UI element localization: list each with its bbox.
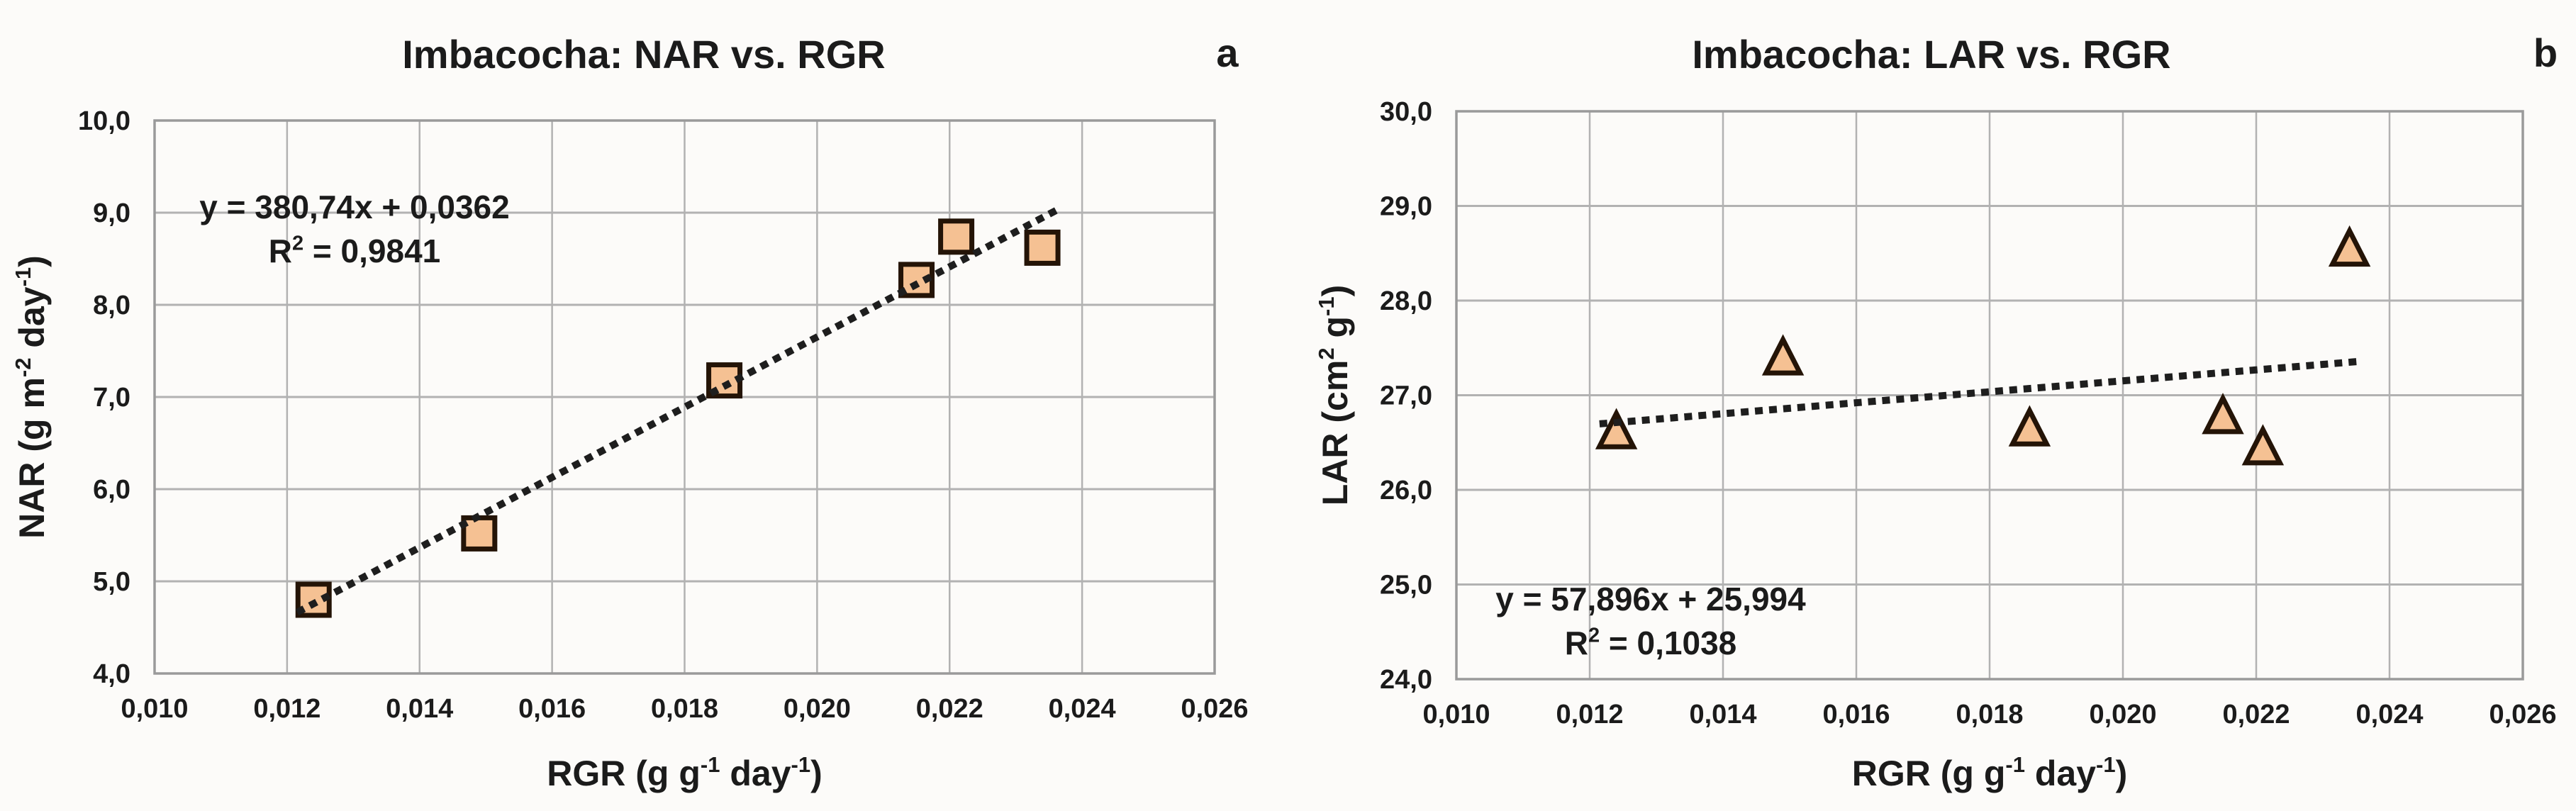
y-tick-label: 26,0 xyxy=(1380,476,1432,505)
data-point-triangle xyxy=(2241,424,2285,466)
trend-r-squared: R2 = 0,1038 xyxy=(1565,625,1737,661)
y-tick-label: 4,0 xyxy=(93,659,130,689)
data-point-square xyxy=(461,515,498,552)
x-tick-label: 0,022 xyxy=(916,694,983,724)
panel-letter: b xyxy=(2533,30,2558,75)
lar-vs-rgr-chart: 30,0 29,0 28,0 27,0 26,0 25,0 24,0 0,010 0,012 0,… xyxy=(1314,30,2558,793)
x-tick-label: 0,026 xyxy=(1181,694,1248,724)
data-point-triangle xyxy=(2008,405,2051,447)
y-tick-label: 25,0 xyxy=(1380,571,1432,600)
x-tick-label: 0,018 xyxy=(1956,700,2023,729)
x-tick-label: 0,010 xyxy=(121,694,188,724)
x-tick-label: 0,016 xyxy=(518,694,586,724)
chart-panel-a: 10,0 9,0 8,0 7,0 6,0 5,0 4,0 0,010 0,012 0,014 0,0… xyxy=(11,30,1249,793)
y-axis-label: NAR (g m-2 day-1) xyxy=(11,255,52,539)
plot-area: 10,0 9,0 8,0 7,0 6,0 5,0 4,0 0,010 0,012 0,014 0,0… xyxy=(11,106,1249,793)
data-point-triangle xyxy=(1761,334,1805,376)
panel-letter: a xyxy=(1216,30,1239,75)
x-tick-label: 0,020 xyxy=(784,694,851,724)
x-tick-label: 0,016 xyxy=(1822,700,1890,729)
plot-border xyxy=(153,119,1216,675)
x-tick-label: 0,014 xyxy=(386,694,453,724)
plot-border xyxy=(1455,110,2524,681)
data-point-square xyxy=(938,218,975,255)
plot-area: 30,0 29,0 28,0 27,0 26,0 25,0 24,0 0,010 0,012 0,… xyxy=(1314,97,2557,793)
x-tick-label: 0,020 xyxy=(2089,700,2156,729)
data-point-triangle xyxy=(1595,408,1638,449)
trendline-dotted xyxy=(295,206,1061,616)
y-tick-label: 7,0 xyxy=(93,383,130,413)
y-axis-label: LAR (cm2 g-1) xyxy=(1314,285,1355,506)
y-tick-label: 28,0 xyxy=(1380,286,1432,316)
trend-equation: y = 380,74x + 0,0362 xyxy=(199,189,509,225)
chart-title: Imbacocha: LAR vs. RGR xyxy=(1692,32,2170,77)
x-tick-label: 0,024 xyxy=(2355,700,2423,729)
y-tick-label: 24,0 xyxy=(1380,665,1432,695)
data-point-triangle xyxy=(2328,225,2371,267)
y-tick-label: 10,0 xyxy=(78,106,130,136)
y-tick-label: 27,0 xyxy=(1380,381,1432,411)
trendline-dotted xyxy=(1599,357,2367,427)
data-point-triangle xyxy=(2202,393,2244,435)
y-tick-label: 5,0 xyxy=(93,567,130,597)
x-axis-label: RGR (g g-1 day-1) xyxy=(1852,752,2128,793)
y-tick-label: 9,0 xyxy=(93,198,130,228)
x-tick-label: 0,014 xyxy=(1689,700,1756,729)
y-tick-label: 8,0 xyxy=(93,291,130,320)
y-tick-label: 6,0 xyxy=(93,475,130,505)
nar-vs-rgr-chart: 10,0 9,0 8,0 7,0 6,0 5,0 4,0 0,010 0,012 0,014 0,0… xyxy=(11,30,1249,793)
chart-title: Imbacocha: NAR vs. RGR xyxy=(402,32,886,77)
y-tick-label: 29,0 xyxy=(1380,192,1432,222)
chart-panel-b: 30,0 29,0 28,0 27,0 26,0 25,0 24,0 0,010 0,012 0,… xyxy=(1288,0,2576,811)
x-tick-label: 0,012 xyxy=(1556,700,1623,729)
x-tick-label: 0,010 xyxy=(1422,700,1490,729)
x-tick-label: 0,024 xyxy=(1049,694,1116,724)
x-tick-label: 0,012 xyxy=(253,694,320,724)
y-tick-label: 30,0 xyxy=(1380,97,1432,127)
trend-r-squared: R2 = 0,9841 xyxy=(269,233,441,269)
x-tick-label: 0,022 xyxy=(2222,700,2290,729)
x-axis-label: RGR (g g-1 day-1) xyxy=(547,752,823,793)
x-tick-label: 0,018 xyxy=(651,694,718,724)
data-point-square xyxy=(1024,229,1061,266)
trend-equation: y = 57,896x + 25,994 xyxy=(1495,581,1806,617)
x-tick-label: 0,026 xyxy=(2489,700,2556,729)
